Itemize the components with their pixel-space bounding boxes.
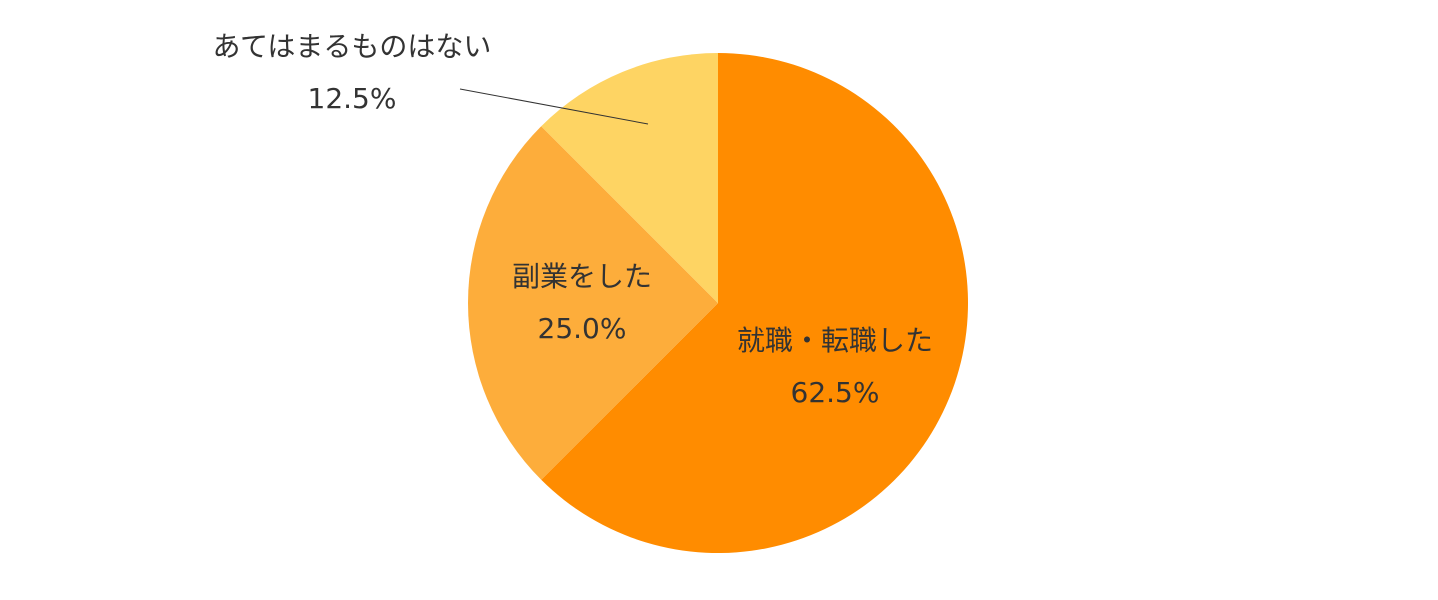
leader-line: [459, 88, 649, 125]
slice-label-1: 就職・転職した: [737, 324, 933, 357]
slice-value-2: 25.0%: [538, 312, 627, 345]
pie-slice-1: [541, 53, 969, 553]
pie-slice-2: [468, 126, 718, 480]
slice-value-3: 12.5%: [308, 82, 397, 115]
pie-slice-3: [541, 53, 718, 303]
slice-label-3: あてはまるものはない: [213, 30, 492, 63]
slice-label-2: 副業をした: [512, 260, 652, 293]
slice-value-1: 62.5%: [791, 376, 880, 409]
